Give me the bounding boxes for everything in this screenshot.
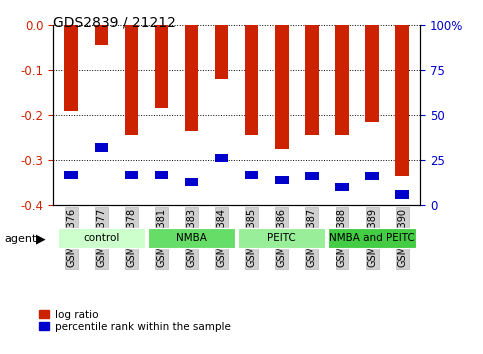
Bar (245, 25, 258, 135)
Bar (64, 25, 78, 110)
Bar (245, 171, 258, 179)
Bar (155, 171, 168, 179)
Bar (275, 25, 288, 149)
Text: NMBA: NMBA (176, 233, 207, 243)
Bar (215, 154, 228, 162)
Bar (275, 176, 288, 184)
Bar (335, 25, 349, 135)
Bar (155, 25, 168, 108)
Text: GDS2839 / 21212: GDS2839 / 21212 (53, 16, 176, 30)
FancyBboxPatch shape (148, 228, 235, 249)
FancyBboxPatch shape (57, 228, 145, 249)
Text: PEITC: PEITC (268, 233, 296, 243)
Text: NMBA and PEITC: NMBA and PEITC (329, 233, 415, 243)
Bar (215, 25, 228, 79)
Bar (95, 25, 108, 45)
Bar (396, 25, 409, 176)
Bar (185, 25, 199, 131)
Legend: log ratio, percentile rank within the sample: log ratio, percentile rank within the sa… (39, 310, 230, 332)
Bar (365, 172, 379, 181)
Bar (125, 171, 138, 179)
Bar (125, 25, 138, 135)
FancyBboxPatch shape (328, 228, 416, 249)
Bar (365, 25, 379, 122)
Text: control: control (83, 233, 119, 243)
FancyBboxPatch shape (238, 228, 326, 249)
Text: ▶: ▶ (36, 233, 46, 245)
Bar (305, 25, 319, 135)
Bar (95, 143, 108, 152)
Bar (64, 171, 78, 179)
Bar (305, 172, 319, 181)
Bar (335, 183, 349, 191)
Bar (396, 190, 409, 199)
Bar (185, 178, 199, 186)
Text: agent: agent (5, 234, 37, 244)
